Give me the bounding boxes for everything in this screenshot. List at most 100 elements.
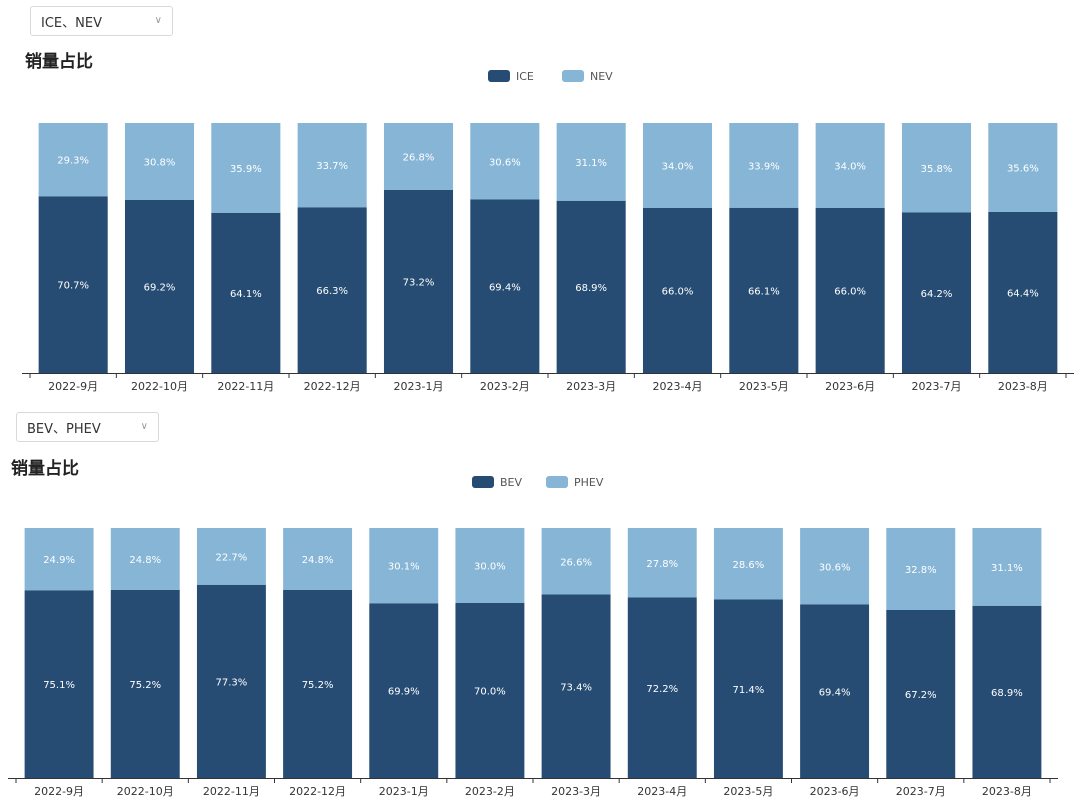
bar-bev[interactable] (283, 590, 353, 778)
bar-phev[interactable] (800, 528, 870, 605)
bar-nev[interactable] (383, 123, 454, 190)
chart-title: 销量占比 (25, 52, 93, 72)
bar-phev[interactable] (713, 528, 783, 600)
legend-label-nev[interactable]: NEV (590, 70, 613, 83)
bar-ice[interactable] (815, 208, 885, 373)
bar-nev[interactable] (988, 123, 1058, 212)
data-label: 70.7% (57, 281, 89, 292)
bar-bev[interactable] (627, 597, 697, 779)
data-label: 30.6% (489, 157, 521, 168)
data-label: 24.8% (129, 555, 161, 566)
bar-phev[interactable] (541, 528, 611, 595)
bar-bev[interactable] (713, 599, 783, 779)
data-label: 34.0% (834, 162, 866, 173)
legend-label-ice[interactable]: ICE (516, 70, 534, 83)
bar-nev[interactable] (556, 123, 626, 201)
chart-title: 销量占比 (11, 459, 79, 479)
chevron-down-icon: ∨ (140, 421, 148, 432)
legend-swatch-bev[interactable] (472, 476, 494, 488)
bar-nev[interactable] (642, 123, 713, 208)
bar-phev[interactable] (972, 528, 1042, 606)
bar-ice[interactable] (383, 190, 454, 373)
data-label: 73.4% (560, 682, 592, 693)
data-label: 64.4% (1007, 289, 1039, 300)
bar-phev[interactable] (110, 528, 180, 590)
x-tick-label: 2023-6月 (825, 380, 875, 393)
x-tick-label: 2023-5月 (739, 380, 789, 393)
x-tick-label: 2022-11月 (203, 785, 260, 798)
bar-ice[interactable] (988, 212, 1058, 373)
bar-bev[interactable] (24, 590, 94, 778)
legend-label-phev[interactable]: PHEV (574, 476, 604, 489)
bar-phev[interactable] (196, 528, 266, 585)
x-tick-label: 2023-2月 (480, 380, 530, 393)
series-select-dropdown[interactable]: BEV、PHEV ∨ (16, 412, 159, 442)
bar-nev[interactable] (124, 123, 195, 200)
legend-swatch-ice[interactable] (488, 70, 510, 82)
bar-nev[interactable] (901, 123, 972, 213)
bar-bev[interactable] (110, 590, 180, 778)
dropdown-value: ICE、NEV (41, 15, 102, 31)
data-label: 28.6% (733, 560, 765, 571)
data-label: 26.6% (560, 557, 592, 568)
data-label: 31.1% (575, 158, 607, 169)
data-label: 73.2% (403, 278, 435, 289)
bar-bev[interactable] (886, 610, 956, 778)
bar-bev[interactable] (196, 584, 266, 778)
data-label: 30.8% (144, 158, 176, 169)
bar-ice[interactable] (729, 207, 799, 373)
data-label: 30.0% (474, 562, 506, 573)
bar-nev[interactable] (38, 123, 108, 197)
bar-bev[interactable] (455, 603, 525, 778)
bar-nev[interactable] (297, 123, 367, 208)
x-tick-label: 2023-6月 (810, 785, 860, 798)
bar-ice[interactable] (124, 200, 195, 373)
data-label: 66.1% (748, 286, 780, 297)
bar-phev[interactable] (886, 528, 956, 610)
x-tick-label: 2023-3月 (551, 785, 601, 798)
data-label: 70.0% (474, 687, 506, 698)
legend-label-bev[interactable]: BEV (500, 476, 522, 489)
bar-bev[interactable] (800, 604, 870, 779)
bar-ice[interactable] (470, 199, 540, 374)
data-label: 35.6% (1007, 164, 1039, 175)
data-label: 22.7% (216, 552, 248, 563)
legend-swatch-phev[interactable] (546, 476, 568, 488)
bar-bev[interactable] (541, 594, 611, 779)
x-tick-label: 2022-12月 (289, 785, 346, 798)
data-label: 24.9% (43, 555, 75, 566)
bar-phev[interactable] (369, 528, 439, 604)
data-label: 33.7% (316, 161, 348, 172)
bar-nev[interactable] (470, 123, 540, 200)
bar-phev[interactable] (455, 528, 525, 603)
bar-nev[interactable] (211, 123, 281, 213)
series-select-dropdown[interactable]: ICE、NEV ∨ (30, 6, 173, 36)
bar-phev[interactable] (283, 528, 353, 590)
bar-bev[interactable] (972, 605, 1042, 778)
x-tick-label: 2023-8月 (982, 785, 1032, 798)
data-label: 69.4% (489, 282, 521, 293)
x-tick-label: 2023-4月 (637, 785, 687, 798)
bar-ice[interactable] (211, 212, 281, 373)
bar-phev[interactable] (24, 528, 94, 591)
data-label: 31.1% (991, 563, 1023, 574)
bar-ice[interactable] (297, 207, 367, 373)
bar-ice[interactable] (38, 196, 108, 373)
bar-phev[interactable] (627, 528, 697, 598)
x-tick-label: 2022-10月 (131, 380, 188, 393)
bar-ice[interactable] (556, 200, 626, 373)
bar-nev[interactable] (815, 123, 885, 208)
data-label: 35.8% (921, 164, 953, 175)
bar-ice[interactable] (901, 212, 972, 374)
bar-ice[interactable] (642, 208, 713, 373)
bar-bev[interactable] (369, 603, 439, 778)
bar-nev[interactable] (729, 123, 799, 208)
stacked-bar-chart-ice-nev: ICE NEV 70.7% 29.3% 69.2% 30.8% 64.1% 35.9% 66.3… (22, 70, 1074, 393)
legend-swatch-nev[interactable] (562, 70, 584, 82)
data-label: 64.1% (230, 289, 262, 300)
x-tick-label: 2022-9月 (34, 785, 84, 798)
data-label: 30.1% (388, 562, 420, 573)
data-label: 27.8% (646, 559, 678, 570)
data-label: 69.9% (388, 687, 420, 698)
data-label: 69.2% (144, 283, 176, 294)
